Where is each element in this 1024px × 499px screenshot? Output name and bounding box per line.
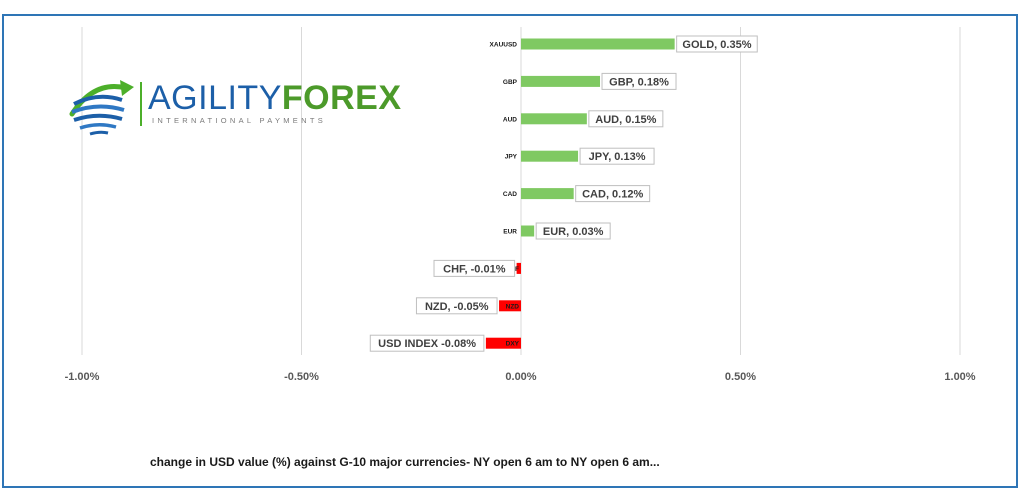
- data-label-box: [601, 72, 677, 90]
- chart-frame: [2, 14, 1018, 488]
- logo-tagline: INTERNATIONAL PAYMENTS: [152, 116, 326, 125]
- logo-word-agility: AGILITY: [148, 79, 282, 117]
- data-label-box: [433, 259, 516, 277]
- data-label-box: [676, 35, 758, 53]
- category-label: XAUUSD: [490, 42, 518, 49]
- category-label: CAD: [503, 191, 517, 198]
- data-label: JPY, 0.13%: [589, 151, 646, 163]
- data-label-box: [415, 297, 498, 315]
- logo-divider: [140, 82, 142, 126]
- x-tick-label: 0.50%: [725, 371, 756, 383]
- category-label: EUR: [503, 229, 517, 236]
- data-label: AUD, 0.15%: [595, 114, 656, 126]
- data-label: NZD, -0.05%: [425, 301, 489, 313]
- bar: [521, 113, 587, 125]
- data-label: GOLD, 0.35%: [682, 39, 751, 51]
- data-label-box: [579, 147, 655, 165]
- data-label-box: [588, 110, 664, 128]
- bar: [485, 337, 521, 349]
- data-label: GBP, 0.18%: [609, 76, 669, 88]
- x-tick-label: -1.00%: [65, 371, 100, 383]
- bar: [499, 300, 521, 312]
- bar: [521, 188, 574, 200]
- data-label-box: [535, 222, 611, 240]
- data-label: EUR, 0.03%: [543, 226, 604, 238]
- bar: [521, 225, 535, 237]
- category-label: NZD: [506, 303, 520, 310]
- category-label: DXY: [506, 341, 520, 348]
- category-label: AUD: [503, 116, 517, 123]
- agility-forex-logo: AGILITYFOREX INTERNATIONAL PAYMENTS: [64, 74, 401, 144]
- data-label: CHF, -0.01%: [443, 263, 506, 275]
- category-label: GBP: [503, 79, 518, 86]
- data-label-box: [575, 185, 651, 203]
- bar: [521, 150, 579, 162]
- x-tick-label: 0.00%: [505, 371, 536, 383]
- logo-word-forex: FOREX: [281, 79, 402, 117]
- data-label-box: [369, 334, 485, 352]
- chart-caption: change in USD value (%) against G-10 maj…: [150, 455, 660, 469]
- bar: [521, 75, 601, 87]
- data-label: USD INDEX -0.08%: [378, 338, 476, 350]
- data-label: CAD, 0.12%: [582, 189, 643, 201]
- x-tick-label: -0.50%: [284, 371, 319, 383]
- category-label: JPY: [505, 154, 518, 161]
- bar: [516, 262, 521, 274]
- x-tick-label: 1.00%: [944, 371, 975, 383]
- bar: [521, 38, 675, 50]
- logo-wordmark: AGILITYFOREX: [148, 80, 402, 116]
- globe-swoosh-icon: [69, 80, 134, 136]
